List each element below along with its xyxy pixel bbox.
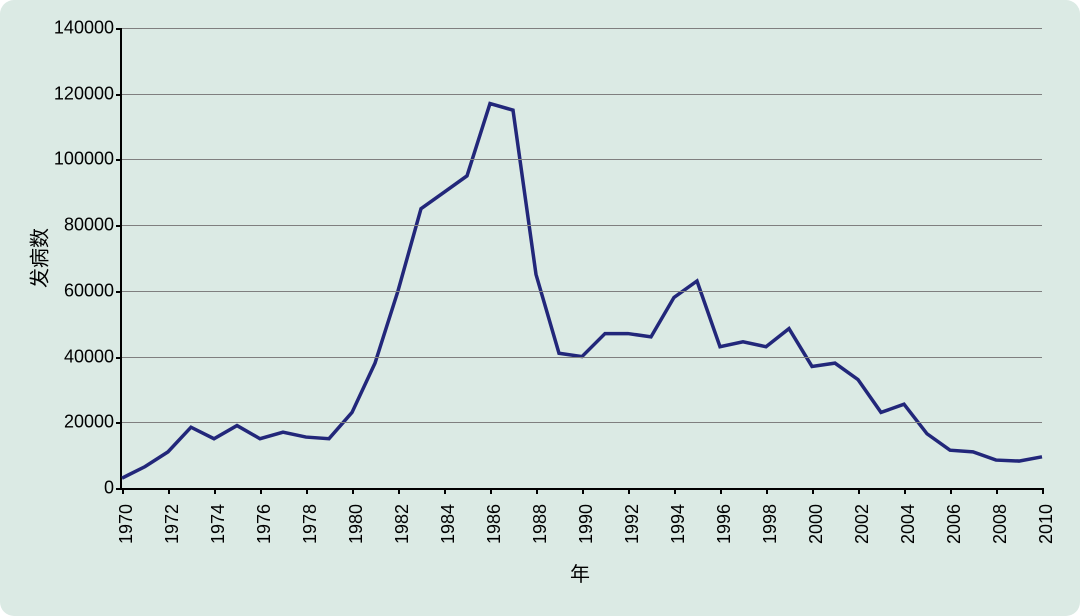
- y-tick-label: 80000: [64, 215, 122, 236]
- grid-line: [122, 291, 1042, 292]
- x-tick-mark: [766, 488, 768, 494]
- x-tick-mark: [536, 488, 538, 494]
- x-tick-label: 2010: [1036, 504, 1057, 544]
- x-tick-label: 2000: [806, 504, 827, 544]
- x-tick-label: 1984: [438, 504, 459, 544]
- x-tick-label: 1992: [622, 504, 643, 544]
- line-series: [122, 28, 1042, 488]
- y-tick-label: 20000: [64, 412, 122, 433]
- x-tick-mark: [812, 488, 814, 494]
- x-tick-label: 1988: [530, 504, 551, 544]
- x-tick-label: 1996: [714, 504, 735, 544]
- x-tick-label: 2006: [944, 504, 965, 544]
- x-tick-mark: [582, 488, 584, 494]
- x-tick-label: 1998: [760, 504, 781, 544]
- x-tick-label: 1990: [576, 504, 597, 544]
- x-tick-label: 1974: [208, 504, 229, 544]
- x-tick-mark: [720, 488, 722, 494]
- x-tick-mark: [214, 488, 216, 494]
- y-axis-title: 发病数: [24, 228, 53, 288]
- x-tick-mark: [674, 488, 676, 494]
- x-tick-mark: [398, 488, 400, 494]
- x-tick-label: 1994: [668, 504, 689, 544]
- y-tick-label: 100000: [54, 149, 122, 170]
- grid-line: [122, 357, 1042, 358]
- x-tick-label: 1986: [484, 504, 505, 544]
- x-tick-mark: [490, 488, 492, 494]
- y-tick-label: 120000: [54, 83, 122, 104]
- x-tick-label: 1976: [254, 504, 275, 544]
- x-tick-mark: [260, 488, 262, 494]
- x-tick-mark: [904, 488, 906, 494]
- x-tick-mark: [306, 488, 308, 494]
- x-tick-mark: [628, 488, 630, 494]
- x-tick-mark: [996, 488, 998, 494]
- y-tick-label: 0: [104, 478, 122, 499]
- x-tick-label: 1978: [300, 504, 321, 544]
- plot-area: 0200004000060000800001000001200001400001…: [120, 28, 1042, 490]
- y-tick-label: 60000: [64, 280, 122, 301]
- x-tick-label: 2008: [990, 504, 1011, 544]
- grid-line: [122, 159, 1042, 160]
- x-tick-mark: [168, 488, 170, 494]
- grid-line: [122, 422, 1042, 423]
- y-tick-label: 140000: [54, 18, 122, 39]
- x-tick-label: 1982: [392, 504, 413, 544]
- grid-line: [122, 28, 1042, 29]
- grid-line: [122, 94, 1042, 95]
- x-tick-label: 2004: [898, 504, 919, 544]
- x-tick-mark: [444, 488, 446, 494]
- x-tick-label: 1970: [116, 504, 137, 544]
- x-tick-label: 1972: [162, 504, 183, 544]
- x-axis-title: 年: [570, 558, 590, 587]
- x-tick-mark: [950, 488, 952, 494]
- x-tick-label: 1980: [346, 504, 367, 544]
- x-tick-mark: [352, 488, 354, 494]
- x-tick-mark: [122, 488, 124, 494]
- chart-container: 0 20000 40000 60000 80000 100000 120000 140000 1…: [0, 0, 1080, 616]
- x-tick-mark: [1042, 488, 1044, 494]
- x-tick-mark: [858, 488, 860, 494]
- grid-line: [122, 225, 1042, 226]
- x-tick-label: 2002: [852, 504, 873, 544]
- y-tick-label: 40000: [64, 346, 122, 367]
